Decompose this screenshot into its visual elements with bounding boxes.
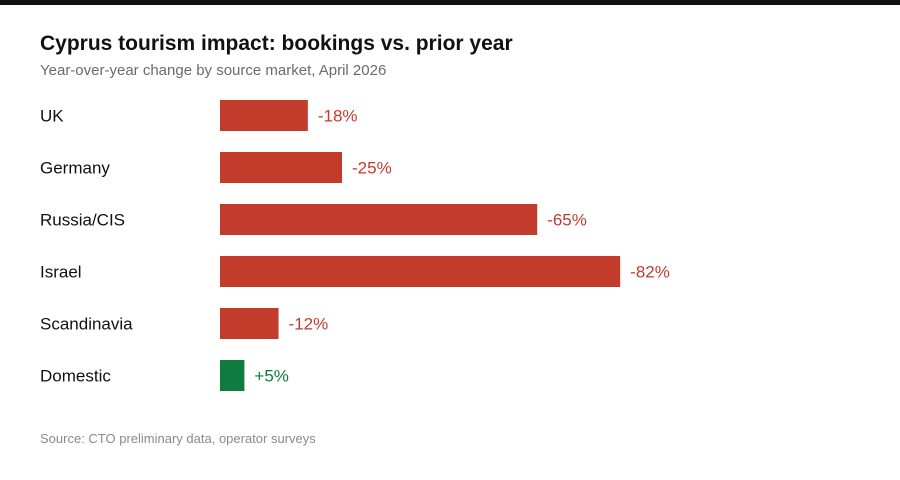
category-label: Russia/CIS	[40, 211, 125, 230]
value-label: -25%	[352, 159, 392, 178]
value-label: -65%	[547, 211, 587, 230]
bar	[220, 100, 308, 131]
source-note: Source: CTO preliminary data, operator s…	[40, 431, 316, 446]
category-label: Domestic	[40, 367, 111, 386]
top-accent-bar	[0, 0, 900, 5]
value-label: -82%	[630, 263, 670, 282]
chart-subtitle: Year-over-year change by source market, …	[40, 62, 387, 79]
value-label: -12%	[289, 315, 329, 334]
value-label: -18%	[318, 107, 358, 126]
category-label: Scandinavia	[40, 315, 133, 334]
bar	[220, 256, 621, 287]
category-label: Israel	[40, 263, 82, 282]
bar	[220, 308, 279, 339]
category-label: UK	[40, 107, 64, 126]
category-label: Germany	[40, 159, 110, 178]
value-label: +5%	[254, 367, 289, 386]
chart-title: Cyprus tourism impact: bookings vs. prio…	[40, 32, 513, 55]
bar	[220, 204, 538, 235]
bar	[220, 360, 245, 391]
bar	[220, 152, 342, 183]
